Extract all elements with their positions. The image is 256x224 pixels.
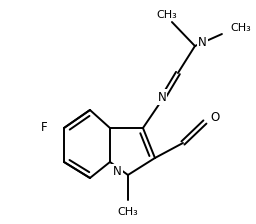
Text: N: N: [198, 36, 207, 49]
Text: CH₃: CH₃: [157, 10, 177, 20]
Text: CH₃: CH₃: [230, 23, 251, 33]
Text: F: F: [41, 121, 48, 134]
Text: O: O: [210, 112, 219, 125]
Text: N: N: [113, 166, 121, 179]
Text: CH₃: CH₃: [118, 207, 138, 217]
Text: N: N: [158, 90, 166, 103]
